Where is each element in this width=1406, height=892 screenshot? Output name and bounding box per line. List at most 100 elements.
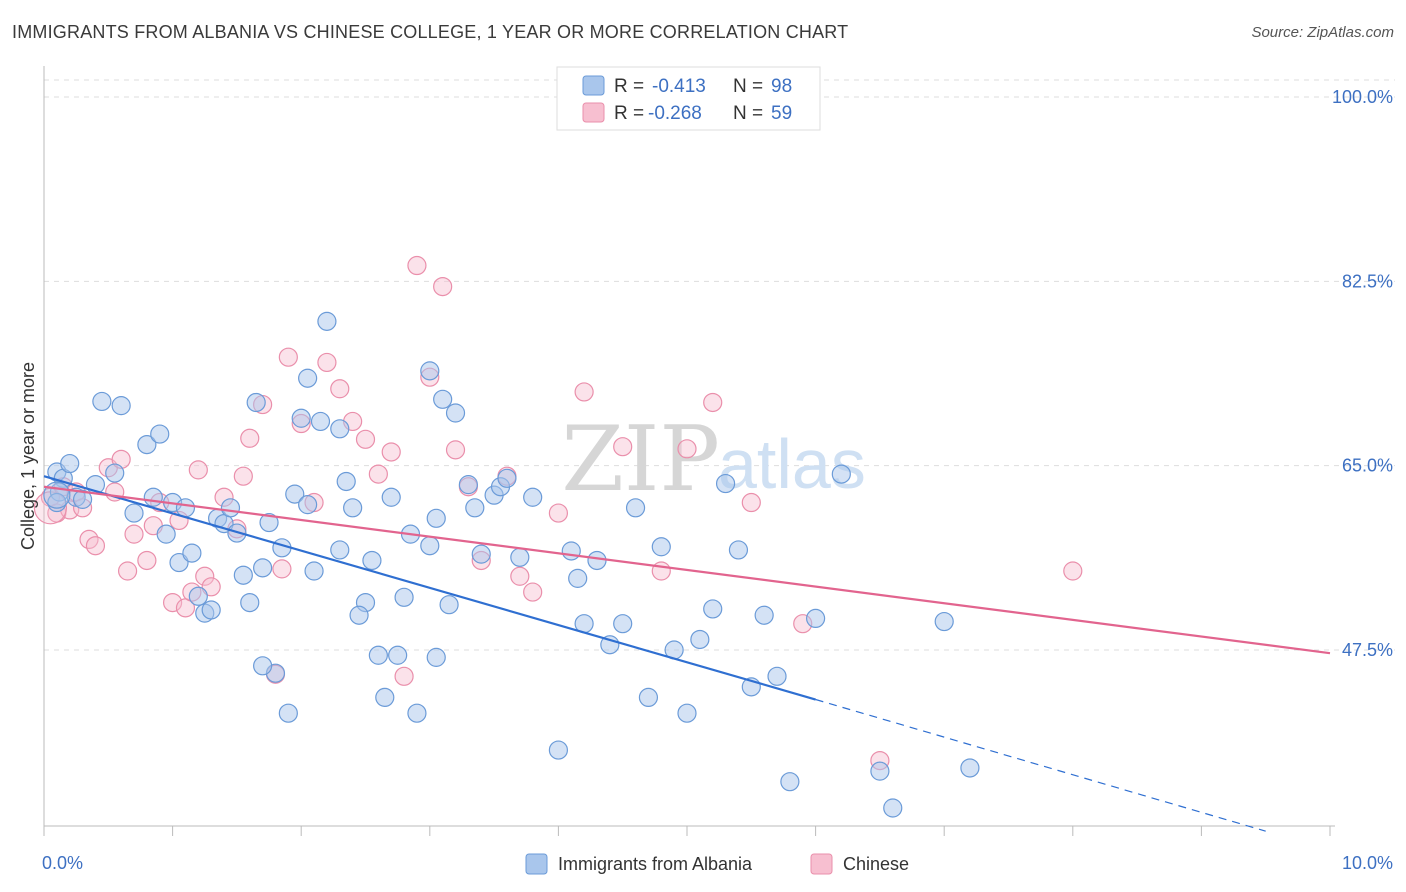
x-tick-labels: 0.0% 10.0% (42, 853, 1393, 873)
albania-point (330, 540, 350, 560)
legend-swatch-chinese (582, 102, 605, 123)
albania-point (124, 503, 144, 523)
albania-point (426, 508, 446, 528)
albania-point (278, 703, 298, 723)
albania-point (156, 524, 176, 544)
albania-point (638, 687, 659, 708)
albania-point (388, 645, 408, 665)
albania-point (960, 758, 980, 778)
albania-point (336, 471, 356, 492)
albania-point (465, 498, 485, 518)
albania-point (220, 498, 241, 518)
legend-r-value: -0.268 (648, 103, 702, 124)
chinese-point (233, 466, 253, 486)
albania-point (548, 740, 569, 760)
y-tick-labels: 47.5% 65.0% 82.5% 100.0% (1332, 87, 1393, 660)
chinese-point (317, 352, 337, 373)
watermark-atlas: atlas (718, 425, 866, 503)
albania-point (310, 411, 331, 432)
albania-point (433, 389, 453, 409)
albania-point (870, 761, 890, 781)
albania-point (420, 536, 440, 556)
chinese-point (355, 429, 376, 449)
y-tick-label: 82.5% (1342, 271, 1393, 291)
chinese-point (163, 592, 183, 613)
legend-bottom-swatch-chinese (810, 853, 833, 875)
albania-point (253, 656, 273, 676)
albania-point (754, 605, 774, 625)
legend-n-label: N = (733, 103, 763, 124)
albania-point (767, 666, 787, 686)
albania-point (291, 408, 311, 428)
albania-point (703, 599, 723, 619)
chinese-point (124, 524, 144, 544)
albania-point (143, 487, 163, 507)
chinese-point (1063, 561, 1083, 581)
legend-n-label: N = (733, 76, 763, 97)
chinese-point (445, 440, 466, 460)
albania-point (523, 487, 543, 507)
legend-n-value: 98 (771, 76, 792, 97)
albania-point (831, 464, 851, 484)
albania-point (445, 403, 466, 423)
y-axis-title: College, 1 year or more (18, 362, 38, 550)
albania-point (439, 595, 459, 615)
albania-point (137, 435, 157, 455)
albania-point (317, 311, 337, 331)
albania-point (715, 473, 736, 494)
source-label: Source: ZipAtlas.com (1251, 24, 1394, 41)
albania-point (259, 512, 279, 533)
legend-bottom: Immigrants from Albania Chinese (525, 853, 909, 875)
albania-point (690, 629, 710, 650)
albania-point (368, 645, 388, 665)
albania-point (394, 587, 414, 607)
albania-point (934, 611, 954, 632)
albania-point (201, 600, 221, 620)
albania-point (471, 544, 491, 564)
legend-r-label: R = (614, 103, 644, 124)
albania-point (613, 614, 633, 634)
chinese-point (201, 577, 221, 597)
albania-point (240, 592, 260, 613)
trend-lines (43, 475, 1331, 832)
albania-trend-line (43, 475, 816, 701)
albania-point (298, 495, 318, 515)
albania-point (43, 481, 71, 509)
chinese-point (278, 347, 298, 367)
albania-point (381, 487, 401, 507)
albania-point (188, 586, 208, 606)
albania-point (362, 550, 382, 571)
chinese-point (677, 439, 697, 459)
x-tick-label: 0.0% (42, 853, 83, 873)
chinese-point (240, 428, 260, 448)
albania-point (561, 541, 581, 561)
albania-point (677, 703, 697, 723)
albania-point (92, 391, 112, 412)
albania-point (111, 396, 131, 416)
chinese-point (85, 536, 106, 556)
chinese-point (703, 392, 723, 413)
chart-title: IMMIGRANTS FROM ALBANIA VS CHINESE COLLE… (12, 22, 849, 42)
albania-point (343, 498, 363, 518)
legend-top: R = -0.413 N = 98 R = -0.268 N = 59 (556, 66, 821, 131)
legend-swatch-albania (582, 75, 605, 96)
albania-points (43, 311, 980, 818)
albania-point (568, 568, 588, 588)
albania-point (349, 605, 369, 625)
chinese-point (394, 666, 414, 686)
albania-point (246, 392, 266, 413)
chinese-point (433, 277, 453, 297)
legend-r-value: -0.413 (652, 76, 706, 97)
watermark-zip: ZIP (561, 407, 720, 512)
gridlines (44, 79, 1395, 651)
chinese-point (137, 550, 157, 571)
chinese-point (407, 255, 427, 276)
albania-point (285, 484, 305, 504)
chinese-point (613, 437, 633, 457)
albania-point (587, 550, 607, 571)
albania-point (420, 361, 440, 381)
albania-point (625, 498, 646, 518)
albania-point (60, 453, 80, 474)
chinese-point (272, 559, 292, 579)
